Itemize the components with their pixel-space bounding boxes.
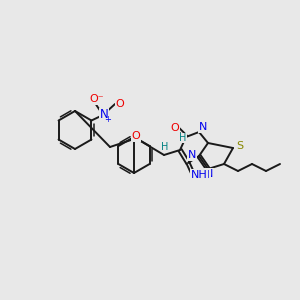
Text: N: N bbox=[205, 169, 213, 179]
Text: NH: NH bbox=[194, 170, 210, 180]
Text: N: N bbox=[100, 109, 108, 122]
Text: N: N bbox=[188, 150, 196, 160]
Text: O: O bbox=[116, 99, 124, 109]
Text: N: N bbox=[199, 122, 207, 132]
Text: O⁻: O⁻ bbox=[90, 94, 104, 104]
Text: +: + bbox=[105, 116, 111, 124]
Text: NH: NH bbox=[190, 170, 207, 180]
Text: O: O bbox=[171, 123, 179, 133]
Text: H: H bbox=[179, 133, 187, 143]
Text: H: H bbox=[161, 142, 169, 152]
Text: O: O bbox=[132, 131, 140, 141]
Text: S: S bbox=[236, 141, 244, 151]
